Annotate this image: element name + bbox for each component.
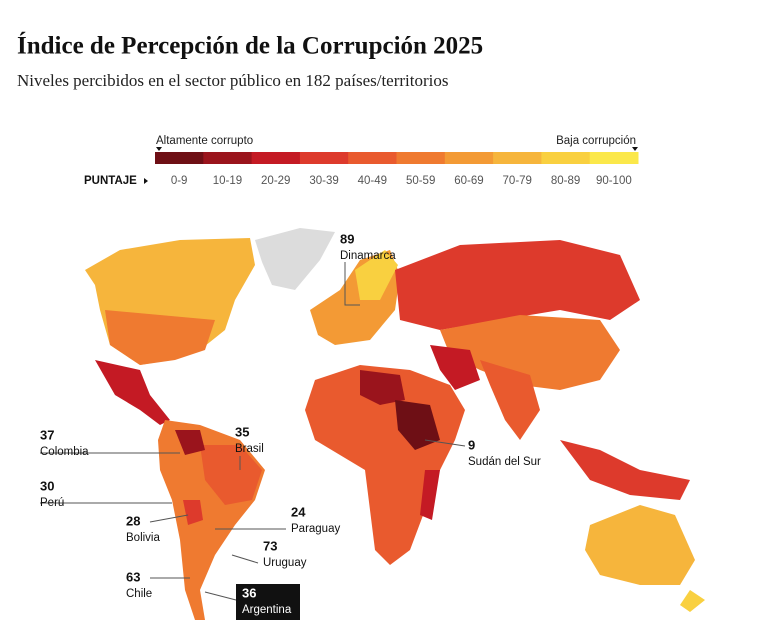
annotation-score: 89 xyxy=(340,231,354,246)
legend-bin-label: 40-49 xyxy=(358,175,387,187)
legend-bin-label: 0-9 xyxy=(171,175,188,187)
legend-swatch xyxy=(251,152,301,164)
annotation-score: 36 xyxy=(242,585,256,600)
subtitle: Niveles percibidos en el sector público … xyxy=(17,71,449,90)
annotation-score: 28 xyxy=(126,513,140,528)
legend-bin-label: 60-69 xyxy=(454,175,483,187)
legend-bin-label: 30-39 xyxy=(309,175,338,187)
leader-line xyxy=(231,554,259,564)
legend-swatch xyxy=(493,152,542,164)
annotation-country: Argentina xyxy=(242,604,292,616)
annotation-score: 63 xyxy=(126,569,140,584)
map xyxy=(85,228,705,620)
legend-swatch xyxy=(203,152,253,164)
annotation-country: Perú xyxy=(40,497,64,509)
legend-bin-label: 50-59 xyxy=(406,175,435,187)
legend-bin-label: 20-29 xyxy=(261,175,290,187)
legend-bin-label: 10-19 xyxy=(213,175,242,187)
legend-bin-label: 90-100 xyxy=(596,175,632,187)
leader-line xyxy=(149,514,189,523)
legend-swatch xyxy=(589,152,639,164)
annotations: 89 Dinamarca 37 Colombia 35 Brasil 30 Perú 28 Bol… xyxy=(40,231,541,620)
annotation-country: Sudán del Sur xyxy=(468,456,541,468)
legend-bar: 0-9 10-19 20-29 30-39 40-49 50-59 60-69 70-79 80… xyxy=(155,152,639,187)
legend-swatch xyxy=(396,152,446,164)
annotation-country: Uruguay xyxy=(263,557,307,569)
label-box xyxy=(236,584,300,620)
annotation-score: 9 xyxy=(468,437,475,452)
legend-swatch xyxy=(155,152,204,164)
score-arrow xyxy=(144,178,148,184)
legend-swatch xyxy=(348,152,397,164)
annotation-score: 35 xyxy=(235,424,249,439)
leader-line xyxy=(344,262,360,306)
annotation-country: Colombia xyxy=(40,446,89,458)
leader-line xyxy=(204,591,237,601)
leader-line xyxy=(424,439,466,447)
annotation-score: 73 xyxy=(263,538,277,553)
legend-bin-label: 70-79 xyxy=(503,175,532,187)
score-label: PUNTAJE xyxy=(84,175,137,187)
annotation-score: 30 xyxy=(40,478,54,493)
legend-swatch xyxy=(299,152,349,164)
legend-low-label: Altamente corrupto xyxy=(156,135,253,147)
legend-swatch xyxy=(444,152,494,164)
legend-swatch xyxy=(541,152,591,164)
annotation-country: Chile xyxy=(126,588,152,600)
title: Índice de Percepción de la Corrupción 20… xyxy=(17,32,483,60)
annotation-country: Brasil xyxy=(235,443,264,455)
annotation-score: 37 xyxy=(40,427,54,442)
annotation-country: Bolivia xyxy=(126,532,160,544)
legend-bin-label: 80-89 xyxy=(551,175,580,187)
annotation-country: Paraguay xyxy=(291,523,340,535)
annotation-country: Dinamarca xyxy=(340,250,396,262)
legend-arrows xyxy=(156,147,638,151)
annotation-score: 24 xyxy=(291,504,306,519)
legend-high-label: Baja corrupción xyxy=(556,135,636,147)
